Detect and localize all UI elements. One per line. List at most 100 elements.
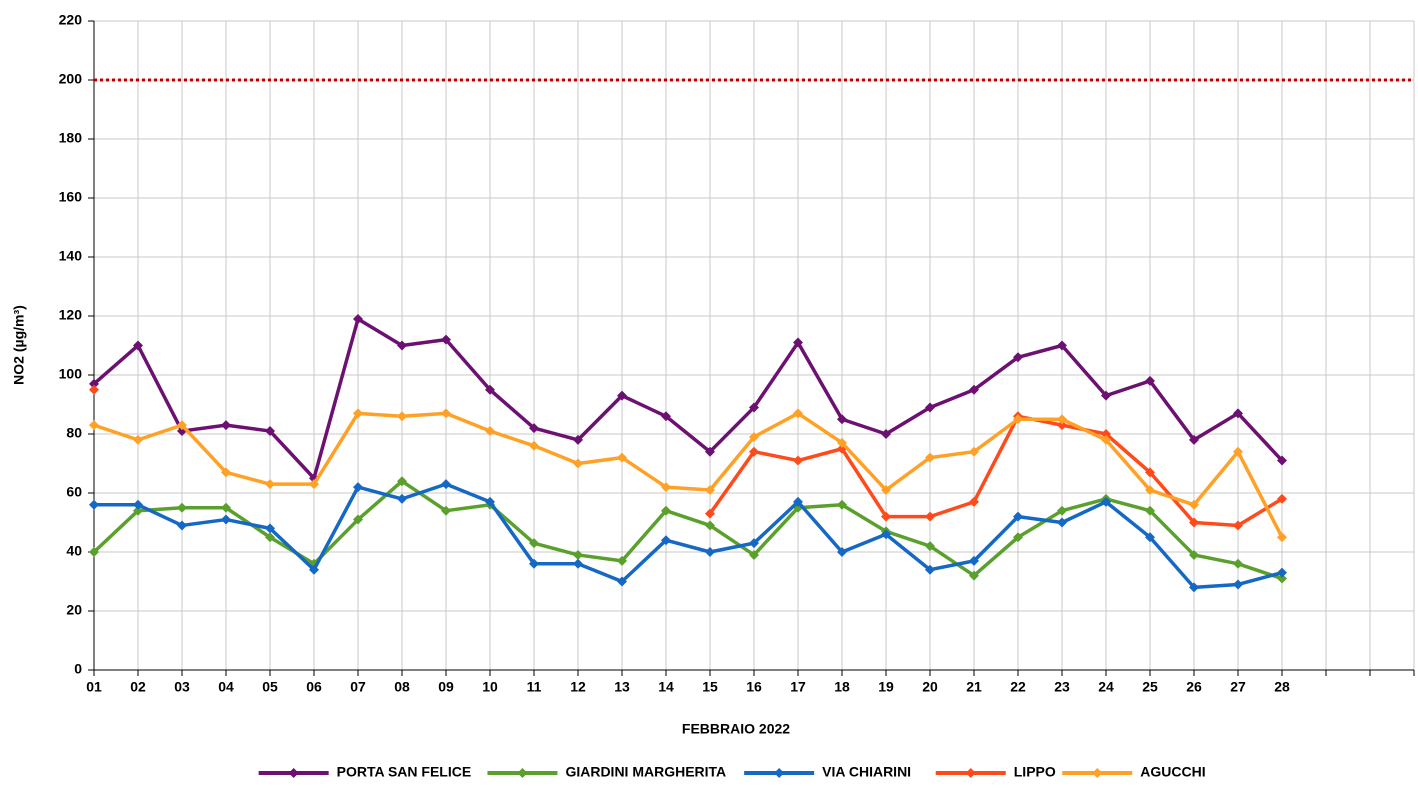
series-line — [93, 411, 1284, 539]
x-tick-label: 03 — [174, 679, 190, 695]
point-marker — [221, 502, 231, 513]
point-marker — [881, 529, 891, 540]
legend-label: GIARDINI MARGHERITA — [565, 764, 726, 780]
y-tick-label: 80 — [66, 425, 82, 441]
x-tick-label: 11 — [527, 679, 542, 695]
x-tick-label: 17 — [790, 679, 806, 695]
point-marker — [617, 576, 627, 587]
y-tick-label: 200 — [59, 71, 83, 87]
x-tick-label: 12 — [570, 679, 586, 695]
x-tick-label: 02 — [130, 679, 146, 695]
point-marker — [705, 446, 715, 457]
legend-marker — [774, 768, 785, 778]
y-tick-label: 180 — [59, 130, 83, 146]
point-marker — [221, 467, 231, 478]
point-marker — [661, 482, 671, 493]
point-marker — [529, 423, 539, 434]
x-tick-label: 04 — [218, 679, 234, 695]
point-marker — [1233, 408, 1243, 419]
point-marker — [1189, 549, 1199, 560]
point-marker — [749, 431, 759, 442]
point-marker — [573, 434, 583, 445]
point-marker — [89, 547, 99, 557]
point-marker — [617, 452, 627, 463]
point-marker — [353, 482, 363, 493]
x-tick-label: 20 — [922, 679, 938, 695]
point-marker — [881, 429, 891, 439]
point-marker — [1189, 499, 1199, 510]
y-tick-label: 20 — [66, 602, 82, 618]
point-marker — [221, 514, 231, 525]
point-marker — [1057, 420, 1067, 431]
point-marker — [441, 505, 451, 516]
point-marker — [749, 402, 759, 413]
point-marker — [485, 384, 495, 395]
y-axis-title: NO2 (µg/m³) — [11, 305, 27, 385]
point-marker — [1013, 532, 1023, 543]
point-marker — [925, 511, 935, 522]
series-line — [708, 414, 1283, 528]
point-marker — [705, 485, 715, 496]
point-marker — [353, 313, 363, 324]
point-marker — [441, 479, 451, 490]
point-marker — [309, 564, 319, 575]
point-marker — [1277, 455, 1287, 466]
y-tick-label: 0 — [74, 661, 82, 677]
point-marker — [925, 541, 935, 552]
point-marker — [661, 535, 671, 546]
point-marker — [529, 538, 539, 549]
point-marker — [529, 558, 539, 569]
point-marker — [1145, 467, 1155, 478]
x-tick-label: 18 — [834, 679, 850, 695]
point-marker — [1013, 352, 1023, 363]
point-marker — [1277, 493, 1287, 504]
point-marker — [749, 446, 759, 457]
point-marker — [397, 340, 407, 351]
point-marker — [89, 384, 99, 395]
point-marker — [1013, 511, 1023, 522]
point-marker — [485, 496, 495, 507]
point-marker — [837, 547, 847, 557]
legend-label: PORTA SAN FELICE — [337, 764, 472, 780]
point-marker — [221, 420, 231, 431]
point-marker — [969, 384, 979, 395]
y-tick-label: 60 — [66, 484, 82, 500]
point-marker — [1101, 429, 1111, 439]
point-marker — [793, 408, 803, 419]
point-marker — [1101, 434, 1111, 445]
y-tick-label: 220 — [59, 12, 83, 28]
point-marker — [397, 411, 407, 422]
series-line — [92, 317, 1284, 480]
y-tick-label: 100 — [59, 366, 83, 382]
point-marker — [573, 558, 583, 569]
point-marker — [133, 340, 143, 351]
point-marker — [397, 476, 407, 487]
legend-marker — [965, 768, 976, 778]
x-tick-label: 07 — [350, 679, 366, 695]
point-marker — [661, 411, 671, 422]
x-tick-label: 16 — [746, 679, 762, 695]
x-tick-label: 15 — [702, 679, 718, 695]
point-marker — [1277, 532, 1287, 543]
point-marker — [969, 570, 979, 581]
point-marker — [133, 505, 143, 516]
point-marker — [969, 496, 979, 507]
point-marker — [705, 547, 715, 557]
point-marker — [837, 437, 847, 448]
point-marker — [1145, 505, 1155, 516]
point-marker — [265, 532, 275, 543]
point-marker — [309, 479, 319, 490]
point-marker — [749, 538, 759, 549]
point-marker — [1189, 434, 1199, 445]
point-marker — [1277, 573, 1287, 584]
point-marker — [881, 485, 891, 496]
point-marker — [353, 408, 363, 419]
x-tick-label: 21 — [966, 679, 982, 695]
point-marker — [1233, 446, 1243, 457]
point-marker — [1189, 517, 1199, 528]
y-tick-label: 40 — [66, 543, 82, 559]
point-marker — [529, 440, 539, 451]
point-marker — [661, 505, 671, 516]
x-tick-label: 05 — [262, 679, 278, 695]
